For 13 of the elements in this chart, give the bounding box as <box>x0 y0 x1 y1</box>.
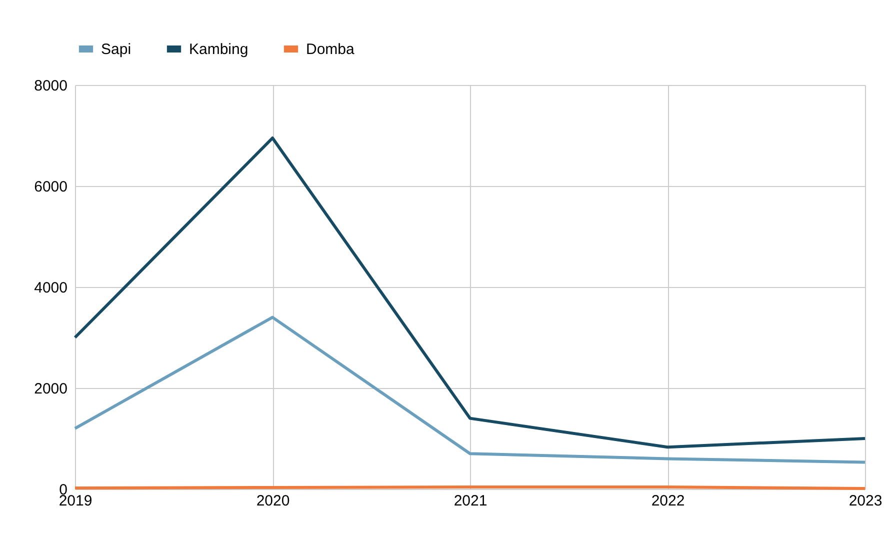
x-tick-label: 2022 <box>651 492 685 510</box>
x-tick-label: 2021 <box>454 492 488 510</box>
x-tick-label: 2023 <box>848 492 882 510</box>
y-tick-label: 4000 <box>34 280 68 296</box>
line-series <box>74 316 866 464</box>
y-tick-label: 2000 <box>34 380 68 398</box>
y-tick-label: 8000 <box>34 78 68 94</box>
legend-label: Sapi <box>101 41 132 58</box>
line-series <box>74 136 866 449</box>
y-tick-label: 6000 <box>34 178 68 196</box>
legend-label: Kambing <box>189 41 248 58</box>
legend-label: Domba <box>306 41 356 58</box>
x-tick-label: 2020 <box>256 492 290 510</box>
